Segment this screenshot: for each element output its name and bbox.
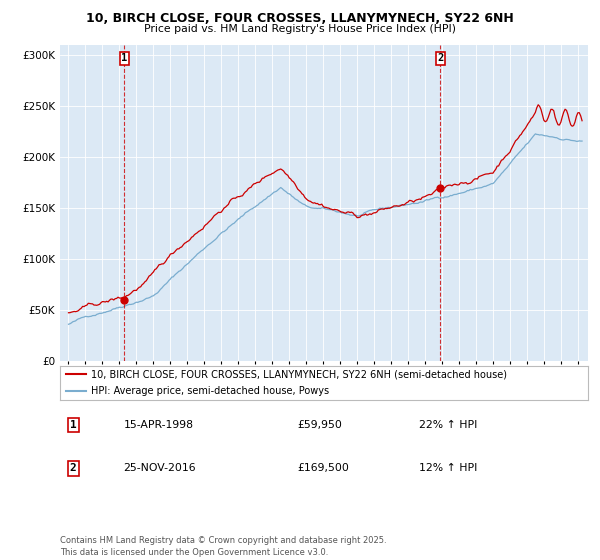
Text: 1: 1 <box>70 420 77 430</box>
Text: 25-NOV-2016: 25-NOV-2016 <box>124 464 196 474</box>
Text: 12% ↑ HPI: 12% ↑ HPI <box>419 464 478 474</box>
Text: HPI: Average price, semi-detached house, Powys: HPI: Average price, semi-detached house,… <box>91 386 329 396</box>
Text: £169,500: £169,500 <box>298 464 349 474</box>
Text: Contains HM Land Registry data © Crown copyright and database right 2025.
This d: Contains HM Land Registry data © Crown c… <box>60 536 386 557</box>
Text: 10, BIRCH CLOSE, FOUR CROSSES, LLANYMYNECH, SY22 6NH (semi-detached house): 10, BIRCH CLOSE, FOUR CROSSES, LLANYMYNE… <box>91 370 506 379</box>
Text: 15-APR-1998: 15-APR-1998 <box>124 420 193 430</box>
Text: 2: 2 <box>70 464 77 474</box>
Text: £59,950: £59,950 <box>298 420 343 430</box>
Text: 22% ↑ HPI: 22% ↑ HPI <box>419 420 478 430</box>
Text: 2: 2 <box>437 53 443 63</box>
Text: 10, BIRCH CLOSE, FOUR CROSSES, LLANYMYNECH, SY22 6NH: 10, BIRCH CLOSE, FOUR CROSSES, LLANYMYNE… <box>86 12 514 25</box>
Text: Price paid vs. HM Land Registry's House Price Index (HPI): Price paid vs. HM Land Registry's House … <box>144 24 456 34</box>
Text: 1: 1 <box>121 53 127 63</box>
